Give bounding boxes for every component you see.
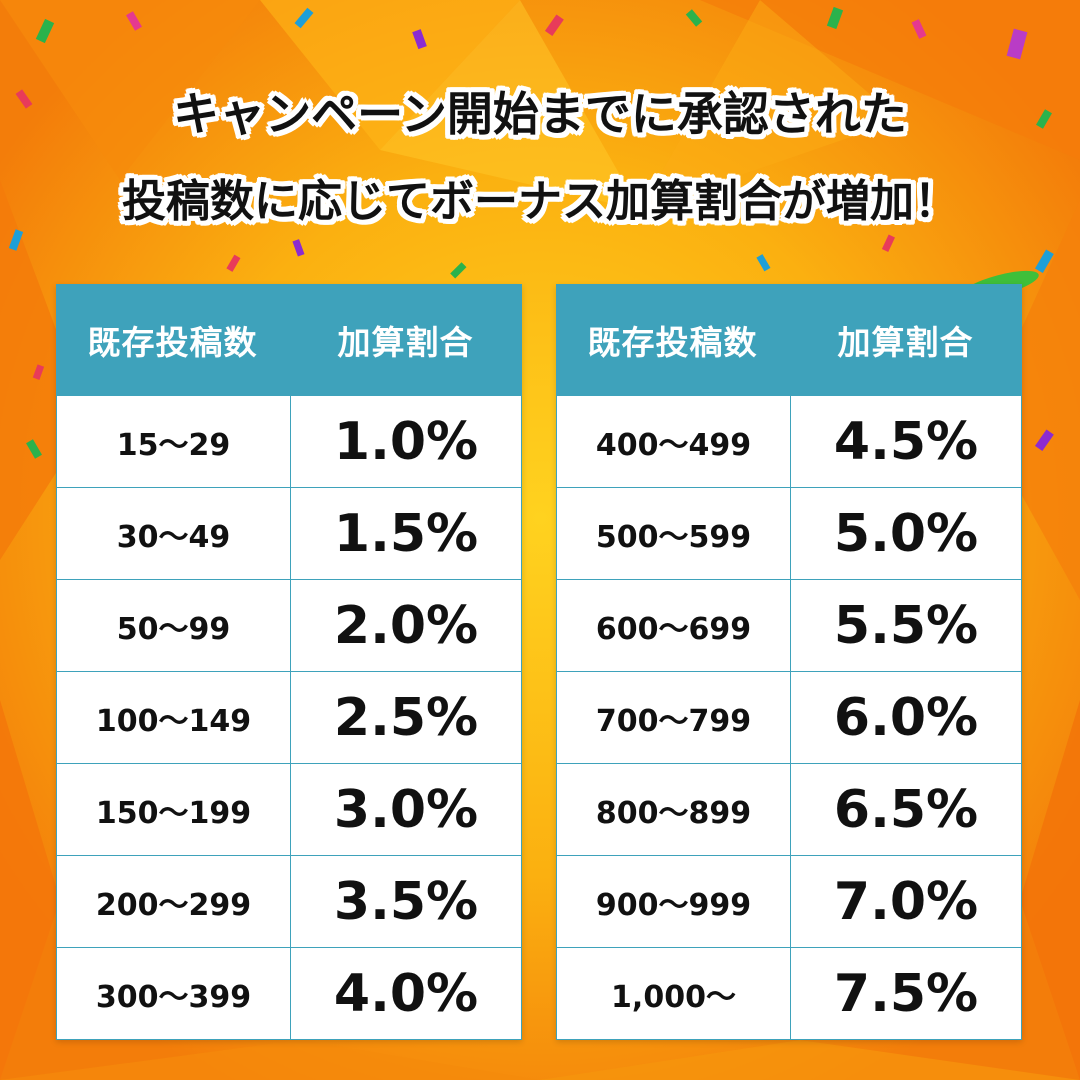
range-cell: 800〜899 xyxy=(557,764,791,855)
range-cell: 150〜199 xyxy=(57,764,291,855)
rate-cell: 2.5% xyxy=(333,687,479,748)
range-cell: 300〜399 xyxy=(57,948,291,1039)
table-header: 既存投稿数 加算割合 xyxy=(556,284,1022,396)
range-cell: 900〜999 xyxy=(557,856,791,947)
rate-cell: 1.5% xyxy=(333,503,479,564)
rate-cell: 2.0% xyxy=(333,595,479,656)
rate-cell: 1.0% xyxy=(333,411,479,472)
table-row: 100〜149 2.5% xyxy=(57,671,521,763)
rate-cell: 4.5% xyxy=(833,411,979,472)
range-cell: 30〜49 xyxy=(57,488,291,579)
table-row: 800〜899 6.5% xyxy=(557,763,1021,855)
table-row: 400〜499 4.5% xyxy=(557,396,1021,487)
rate-cell: 3.0% xyxy=(333,779,479,840)
rate-cell: 6.5% xyxy=(833,779,979,840)
table-row: 30〜49 1.5% xyxy=(57,487,521,579)
header-bonus-rate: 加算割合 xyxy=(837,323,974,362)
table-row: 200〜299 3.5% xyxy=(57,855,521,947)
range-cell: 1,000〜 xyxy=(557,948,791,1039)
table-row: 300〜399 4.0% xyxy=(57,947,521,1039)
table-row: 1,000〜 7.5% xyxy=(557,947,1021,1039)
table-row: 150〜199 3.0% xyxy=(57,763,521,855)
range-cell: 100〜149 xyxy=(57,672,291,763)
header-existing-posts: 既存投稿数 xyxy=(587,323,758,362)
rate-cell: 6.0% xyxy=(833,687,979,748)
headline-line-2: 投稿数に応じてボーナス加算割合が増加！ xyxy=(122,176,958,227)
range-cell: 200〜299 xyxy=(57,856,291,947)
range-cell: 700〜799 xyxy=(557,672,791,763)
bonus-table-left: 既存投稿数 加算割合 15〜29 1.0% 30〜49 1.5% 50〜99 2… xyxy=(56,284,522,1040)
header-existing-posts: 既存投稿数 xyxy=(87,323,258,362)
rate-cell: 4.0% xyxy=(333,963,479,1024)
table-row: 600〜699 5.5% xyxy=(557,579,1021,671)
header-bonus-rate: 加算割合 xyxy=(337,323,474,362)
table-header: 既存投稿数 加算割合 xyxy=(56,284,522,396)
rate-cell: 5.0% xyxy=(833,503,979,564)
table-row: 700〜799 6.0% xyxy=(557,671,1021,763)
table-row: 900〜999 7.0% xyxy=(557,855,1021,947)
table-row: 500〜599 5.0% xyxy=(557,487,1021,579)
range-cell: 500〜599 xyxy=(557,488,791,579)
rate-cell: 7.5% xyxy=(833,963,979,1024)
rate-cell: 7.0% xyxy=(833,871,979,932)
bonus-table-right: 既存投稿数 加算割合 400〜499 4.5% 500〜599 5.0% 600… xyxy=(556,284,1022,1040)
range-cell: 15〜29 xyxy=(57,396,291,487)
headline: キャンペーン開始までに承認された 投稿数に応じてボーナス加算割合が増加！ xyxy=(0,70,1080,246)
rate-cell: 5.5% xyxy=(833,595,979,656)
table-row: 15〜29 1.0% xyxy=(57,396,521,487)
range-cell: 600〜699 xyxy=(557,580,791,671)
rate-cell: 3.5% xyxy=(333,871,479,932)
range-cell: 400〜499 xyxy=(557,396,791,487)
table-row: 50〜99 2.0% xyxy=(57,579,521,671)
range-cell: 50〜99 xyxy=(57,580,291,671)
headline-line-1: キャンペーン開始までに承認された xyxy=(173,87,907,141)
